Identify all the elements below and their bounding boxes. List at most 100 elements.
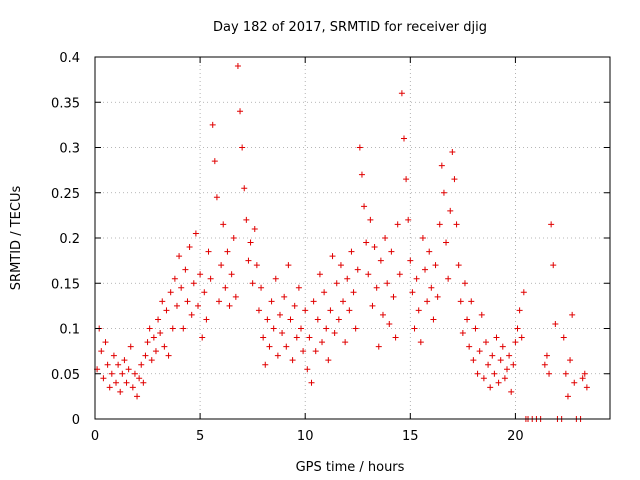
data-point xyxy=(119,370,126,377)
data-point xyxy=(157,330,164,337)
data-point xyxy=(201,289,208,296)
data-point xyxy=(255,307,262,314)
data-point xyxy=(438,162,445,169)
data-point xyxy=(382,235,389,241)
data-point xyxy=(258,284,265,291)
y-tick-label: 0.3 xyxy=(59,142,80,157)
data-point xyxy=(274,352,281,359)
data-point xyxy=(564,393,571,400)
data-point xyxy=(295,284,302,291)
data-point xyxy=(325,357,332,364)
data-point xyxy=(342,339,349,346)
data-point xyxy=(581,370,588,377)
data-point xyxy=(251,225,258,232)
data-point xyxy=(546,370,553,377)
data-point xyxy=(384,280,391,287)
data-point xyxy=(495,379,502,386)
data-point xyxy=(560,334,567,341)
data-point xyxy=(419,235,426,241)
data-point xyxy=(390,293,397,300)
data-point xyxy=(480,375,487,382)
data-point xyxy=(354,266,361,273)
data-point xyxy=(131,370,138,377)
data-point xyxy=(220,221,227,228)
data-point xyxy=(159,298,166,305)
data-point xyxy=(100,375,107,382)
data-point xyxy=(270,325,277,332)
data-point xyxy=(388,248,395,255)
data-point xyxy=(241,185,248,192)
data-point xyxy=(281,293,288,300)
y-tick-label: 0.2 xyxy=(59,232,80,247)
data-point xyxy=(352,325,359,332)
data-point xyxy=(567,357,574,364)
data-point xyxy=(310,298,317,305)
data-point xyxy=(234,63,241,70)
data-point xyxy=(207,275,214,282)
data-point xyxy=(514,325,521,332)
data-point xyxy=(504,366,510,373)
y-tick-label: 0.05 xyxy=(51,368,80,383)
data-point xyxy=(218,262,225,269)
data-point xyxy=(192,230,199,237)
y-tick-label: 0.25 xyxy=(51,187,80,202)
data-point xyxy=(396,271,403,278)
data-point xyxy=(443,239,450,246)
data-point xyxy=(562,370,569,377)
data-point xyxy=(491,370,498,377)
x-tick-label: 10 xyxy=(297,429,314,444)
data-point xyxy=(344,275,351,282)
data-point xyxy=(478,311,485,318)
data-point xyxy=(213,194,220,201)
x-axis-label: GPS time / hours xyxy=(296,460,405,475)
data-point xyxy=(104,361,111,368)
y-tick-labels: 0 0.05 0.1 0.15 0.2 0.25 0.3 0.35 0.4 xyxy=(51,51,80,428)
data-point xyxy=(569,311,576,318)
data-point xyxy=(499,343,506,350)
data-point xyxy=(276,311,283,318)
data-point xyxy=(468,298,475,305)
data-point xyxy=(190,280,197,287)
x-tick-label: 5 xyxy=(196,429,204,444)
data-point xyxy=(110,352,117,359)
data-point xyxy=(327,307,334,314)
data-point xyxy=(291,302,298,309)
data-point xyxy=(447,207,454,214)
data-point xyxy=(102,339,109,346)
data-point xyxy=(140,379,147,386)
data-point xyxy=(541,361,548,368)
data-point xyxy=(413,275,420,282)
data-point xyxy=(222,284,229,291)
data-point xyxy=(358,171,365,178)
data-point xyxy=(205,248,212,255)
y-tick-label: 0 xyxy=(72,413,80,428)
data-point xyxy=(493,334,500,341)
data-point xyxy=(348,248,355,255)
data-point xyxy=(249,280,256,287)
y-tick-label: 0.35 xyxy=(51,96,80,111)
data-point xyxy=(232,293,239,300)
data-point xyxy=(455,262,462,269)
x-tick-label: 20 xyxy=(507,429,524,444)
data-point xyxy=(216,298,223,305)
data-point xyxy=(127,343,134,350)
data-point xyxy=(289,357,296,364)
data-point xyxy=(308,379,315,386)
grid xyxy=(95,57,610,419)
data-point xyxy=(121,357,128,364)
data-point xyxy=(304,366,311,373)
data-point xyxy=(115,361,122,368)
data-point xyxy=(386,320,393,327)
plot-frame xyxy=(94,56,611,420)
data-point xyxy=(285,262,292,269)
data-point xyxy=(356,144,363,151)
data-point xyxy=(173,302,180,309)
data-point xyxy=(106,384,113,391)
data-point xyxy=(184,298,191,305)
data-point xyxy=(453,221,460,228)
data-point xyxy=(239,144,246,151)
data-point xyxy=(337,262,344,269)
data-point xyxy=(186,244,193,251)
x-tick-labels: 0 5 10 15 20 xyxy=(91,429,524,444)
